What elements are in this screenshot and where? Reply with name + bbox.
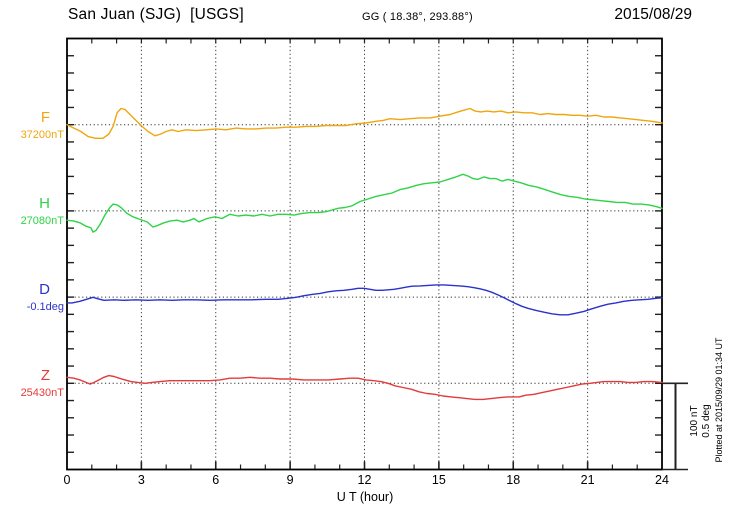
channel-baseline-value-Z: 25430nT <box>20 387 64 400</box>
x-tick-label-18: 18 <box>506 473 521 487</box>
x-tick-label-24: 24 <box>655 473 669 487</box>
x-tick-label-21: 21 <box>580 473 595 487</box>
trace-Z <box>66 374 663 401</box>
x-tick-label-3: 3 <box>137 473 145 487</box>
scalebar-line2: 0.5 deg <box>701 404 712 438</box>
geographic-coordinates: GG ( 18.38°, 293.88°) <box>362 11 473 23</box>
channel-label-H: H <box>39 194 50 212</box>
x-tick-label-0: 0 <box>63 473 71 487</box>
trace-H <box>66 173 663 233</box>
channel-baseline-value-D: -0.1deg <box>26 301 64 314</box>
trace-D <box>66 284 663 316</box>
page-title: San Juan (SJG) [USGS] <box>68 6 244 23</box>
x-axis-label: U T (hour) <box>336 490 394 504</box>
plotted-at-note: Plotted at 2015/09/29 01:34 UT <box>714 337 724 463</box>
x-tick-label-12: 12 <box>357 473 372 487</box>
plot-frame <box>66 37 663 471</box>
x-tick-label-6: 6 <box>212 473 220 487</box>
channel-label-Z: Z <box>40 367 50 385</box>
channel-label-D: D <box>39 281 50 299</box>
channel-baseline-value-H: 27080nT <box>20 214 64 227</box>
trace-F <box>66 107 663 140</box>
plot-date: 2015/08/29 <box>614 6 692 23</box>
channel-label-F: F <box>40 108 50 126</box>
channel-baseline-value-F: 37200nT <box>20 128 64 141</box>
scalebar-line1: 100 nT <box>689 405 700 437</box>
x-tick-label-9: 9 <box>286 473 294 487</box>
scalebar-label: 100 nT 0.5 deg <box>689 395 715 447</box>
x-tick-label-15: 15 <box>431 473 446 487</box>
